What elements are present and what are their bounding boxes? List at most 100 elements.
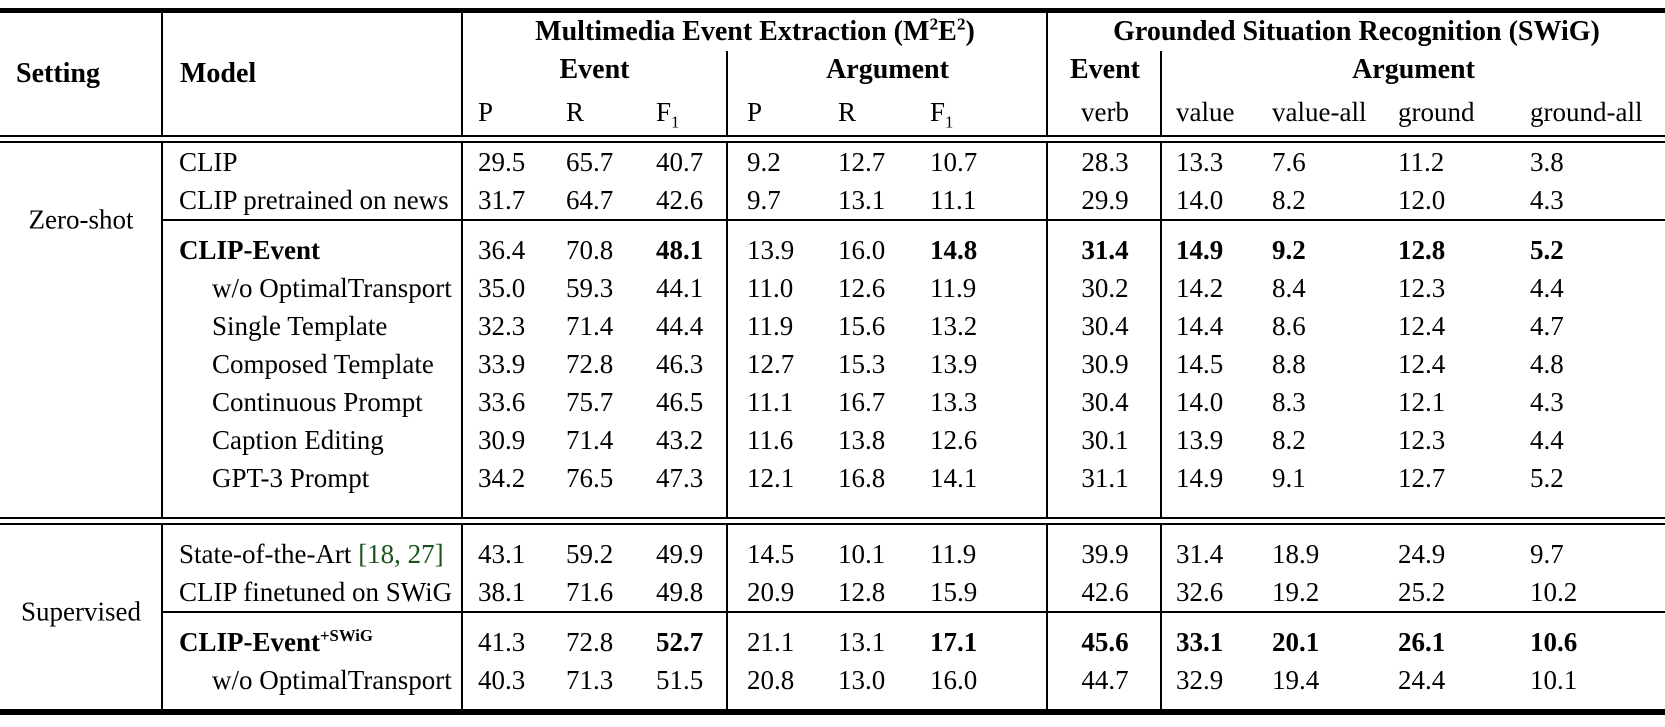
metric-cell: 12.6 [930,425,978,455]
table-row: CLIP finetuned on SWiG 38.1 71.6 49.8 20.9 12… [0,573,1665,611]
table-row: State-of-the-Art [18, 27] 43.1 59.2 49.9 14.… [0,535,1665,573]
metric-cell: 14.0 [1176,185,1224,215]
table-bottom-rule [0,709,1665,715]
table-row: GPT-3 Prompt 34.2 76.5 47.3 12.1 16.8 14.1 31.1… [0,459,1665,497]
metric-cell: 13.3 [1176,147,1224,177]
metric-cell: 8.6 [1272,311,1306,341]
metric-cell: 4.4 [1530,425,1564,455]
metric-cell: 10.2 [1530,577,1578,607]
model-name-cell: CLIP-Event+SWiG [162,623,462,661]
metric-cell: 38.1 [478,577,526,607]
vrule-event-argument [726,51,728,135]
metric-cell: 12.0 [1398,185,1446,215]
vrule-event-argument [726,143,728,517]
metric-cell: 24.4 [1398,665,1446,695]
m2e2-title-prefix: Multimedia Event Extraction (M [535,16,930,47]
metric-cell: 14.0 [1176,387,1224,417]
setting-column-spacer [0,421,162,459]
metric-cell: 8.8 [1272,349,1306,379]
model-name: CLIP-Event [179,627,320,657]
metric-cell: 12.7 [838,147,886,177]
model-name-cell: w/o OptimalTransport [162,661,462,699]
metric-cell: 14.4 [1176,311,1224,341]
metric-cell: 44.7 [1081,665,1129,695]
metric-cell: 43.2 [656,425,704,455]
metric-cell: 10.7 [930,147,978,177]
metric-cell: 8.2 [1272,185,1306,215]
metric-cell: 11.9 [930,273,977,303]
col-header-value-all: value-all [1272,97,1367,127]
spacer [0,525,1665,535]
metric-cell: 11.9 [747,311,794,341]
metric-cell: 52.7 [656,627,704,657]
metric-cell: 11.2 [1398,147,1445,177]
group-rows-0-1: CLIP-Event 36.4 70.8 48.1 13.9 16.0 14.8 31.4 14… [0,231,1665,497]
metric-cell: 75.7 [566,387,614,417]
metric-cell: 18.9 [1272,539,1320,569]
model-name: w/o OptimalTransport [212,273,452,303]
model-name: Caption Editing [212,425,384,455]
model-name: CLIP pretrained on news [179,185,449,215]
metric-cell: 14.8 [930,235,978,265]
metric-cell: 32.3 [478,311,526,341]
metric-cell: 25.2 [1398,577,1446,607]
metric-cell: 65.7 [566,147,614,177]
metric-cell: 33.9 [478,349,526,379]
metric-cell: 28.3 [1081,147,1129,177]
metric-cell: 16.0 [930,665,978,695]
table-row: Caption Editing 30.9 71.4 43.2 11.6 13.8 12.6 3… [0,421,1665,459]
setting-column-spacer [0,231,162,269]
setting-column-spacer [0,383,162,421]
group-rows-0-0: CLIP 29.5 65.7 40.7 9.2 12.7 10.7 28.3 13.3 7.6 11… [0,143,1665,219]
metric-cell: 12.3 [1398,425,1446,455]
metric-cell: 30.9 [1081,349,1129,379]
setting-label-zero-shot: Zero-shot [28,204,134,235]
table-row: CLIP-Event 36.4 70.8 48.1 13.9 16.0 14.8 31.4 14… [0,231,1665,269]
model-name-superscript: +SWiG [320,626,373,645]
metric-cell: 42.6 [1081,577,1129,607]
metric-cell: 13.0 [838,665,886,695]
spacer [0,221,1665,231]
metric-cell: 16.7 [838,387,886,417]
metric-cell: 30.4 [1081,387,1129,417]
metric-cell: 15.6 [838,311,886,341]
metric-cell: 59.3 [566,273,614,303]
metric-cell: 43.1 [478,539,526,569]
metric-cell: 13.9 [1176,425,1224,455]
m2e2-argument-header: Argument [826,54,949,85]
metric-cell: 33.6 [478,387,526,417]
setting-label-supervised: Supervised [21,596,141,627]
metric-cell: 12.6 [838,273,886,303]
metric-cell: 21.1 [747,627,795,657]
zero-shot-group-divider [162,219,1665,221]
header-row-subsections: Event Argument Event Argument [0,51,1665,89]
metric-cell: 4.3 [1530,185,1564,215]
metric-cell: 14.5 [1176,349,1224,379]
vrule-m2e2-swig [1046,143,1048,517]
metric-cell: 72.8 [566,627,614,657]
vrule-setting-model [161,13,163,135]
header-row-sections: Multimedia Event Extraction (M2E2) Groun… [0,13,1665,51]
f1-base: F [656,97,672,127]
metric-cell: 51.5 [656,665,704,695]
model-name: CLIP-Event [179,235,320,265]
model-name-cell: Single Template [162,307,462,345]
swig-event-header: Event [1070,54,1140,85]
metric-cell: 70.8 [566,235,614,265]
supervised-group-divider [162,611,1665,613]
metric-cell: 10.6 [1530,627,1578,657]
metric-cell: 49.8 [656,577,704,607]
spacer [0,497,1665,517]
metric-cell: 13.2 [930,311,978,341]
model-name: CLIP finetuned on SWiG [179,577,453,607]
metric-cell: 29.9 [1081,185,1129,215]
group-rows-1-0: State-of-the-Art [18, 27] 43.1 59.2 49.9 14.… [0,535,1665,611]
col-header-ground: ground [1398,97,1475,127]
col-header-ground-all: ground-all [1530,97,1643,127]
metric-cell: 3.8 [1530,147,1564,177]
metric-cell: 19.2 [1272,577,1320,607]
table-row: Composed Template 33.9 72.8 46.3 12.7 15.3 13.… [0,345,1665,383]
m2e2-title-sup2: 2 [956,14,966,34]
section-double-rule-a [0,517,1665,519]
model-name: GPT-3 Prompt [212,463,370,493]
